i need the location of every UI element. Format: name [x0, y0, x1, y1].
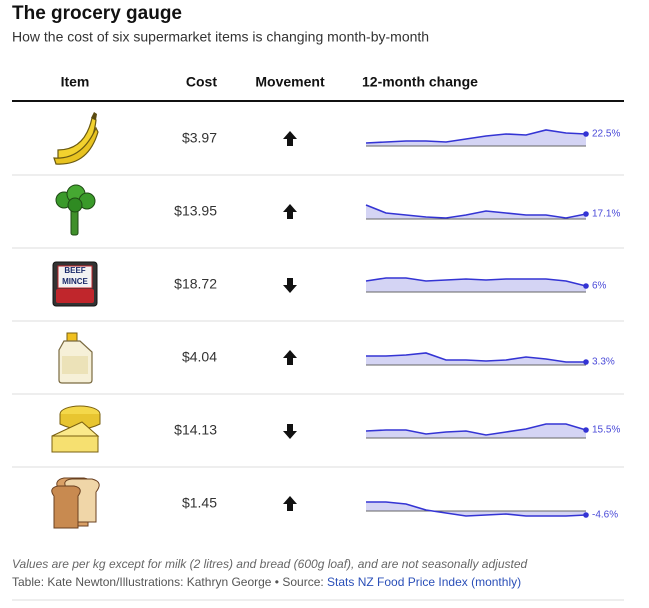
movement-arrow — [283, 278, 297, 293]
trend-area — [366, 278, 586, 292]
cost: $4.04 — [182, 349, 217, 365]
title: The grocery gauge — [12, 3, 182, 24]
trend-line — [366, 501, 587, 517]
mince-icon: BEEF MINCE — [52, 261, 98, 307]
change-label: 3.3% — [592, 357, 615, 368]
subtitle: How the cost of six supermarket items is… — [12, 29, 429, 45]
source-link[interactable]: Stats NZ Food Price Index (monthly) — [327, 575, 521, 589]
trend-end-dot — [583, 359, 589, 365]
cost: $18.72 — [174, 276, 217, 292]
change-label: 22.5% — [592, 129, 620, 140]
movement-arrow — [283, 496, 297, 511]
cost: $3.97 — [182, 130, 217, 146]
trend-line — [366, 352, 586, 363]
credit-line: Table: Kate Newton/Illustrations: Kathry… — [12, 575, 521, 589]
footnote: Values are per kg except for milk (2 lit… — [12, 557, 528, 571]
trend-line — [365, 277, 587, 287]
change-label: -4.6% — [592, 510, 618, 521]
trend-area — [366, 353, 586, 365]
trend-end-dot — [583, 427, 589, 433]
trend-line — [365, 129, 587, 144]
trend-line — [365, 423, 587, 436]
banana-icon — [53, 112, 99, 165]
trend-end-dot — [583, 283, 589, 289]
credit: Table: Kate Newton/Illustrations: Kathry… — [12, 575, 327, 589]
cheese-icon — [51, 405, 101, 453]
trend-area — [366, 424, 586, 438]
change-label: 6% — [592, 281, 607, 292]
movement-arrow — [283, 131, 297, 146]
trend-end-dot — [583, 131, 589, 137]
trend-line — [365, 204, 587, 219]
trend-area — [366, 502, 586, 516]
column-header: Item — [61, 74, 90, 90]
trend-area — [366, 205, 586, 219]
trend-end-dot — [583, 211, 589, 217]
cost: $13.95 — [174, 203, 217, 219]
milk-icon — [58, 332, 93, 384]
movement-arrow — [283, 350, 297, 365]
movement-arrow — [283, 424, 297, 439]
broccoli-icon — [55, 184, 96, 236]
cost: $1.45 — [182, 495, 217, 511]
change-label: 17.1% — [592, 209, 620, 220]
column-header: Cost — [186, 74, 217, 90]
icon-label: MINCE — [62, 277, 88, 286]
movement-arrow — [283, 204, 297, 219]
change-label: 15.5% — [592, 425, 620, 436]
cost: $14.13 — [174, 422, 217, 438]
trend-end-dot — [583, 512, 589, 518]
column-header: 12-month change — [362, 74, 478, 90]
bread-icon — [51, 477, 100, 529]
column-header: Movement — [255, 74, 325, 90]
icon-label: BEEF — [64, 266, 85, 275]
